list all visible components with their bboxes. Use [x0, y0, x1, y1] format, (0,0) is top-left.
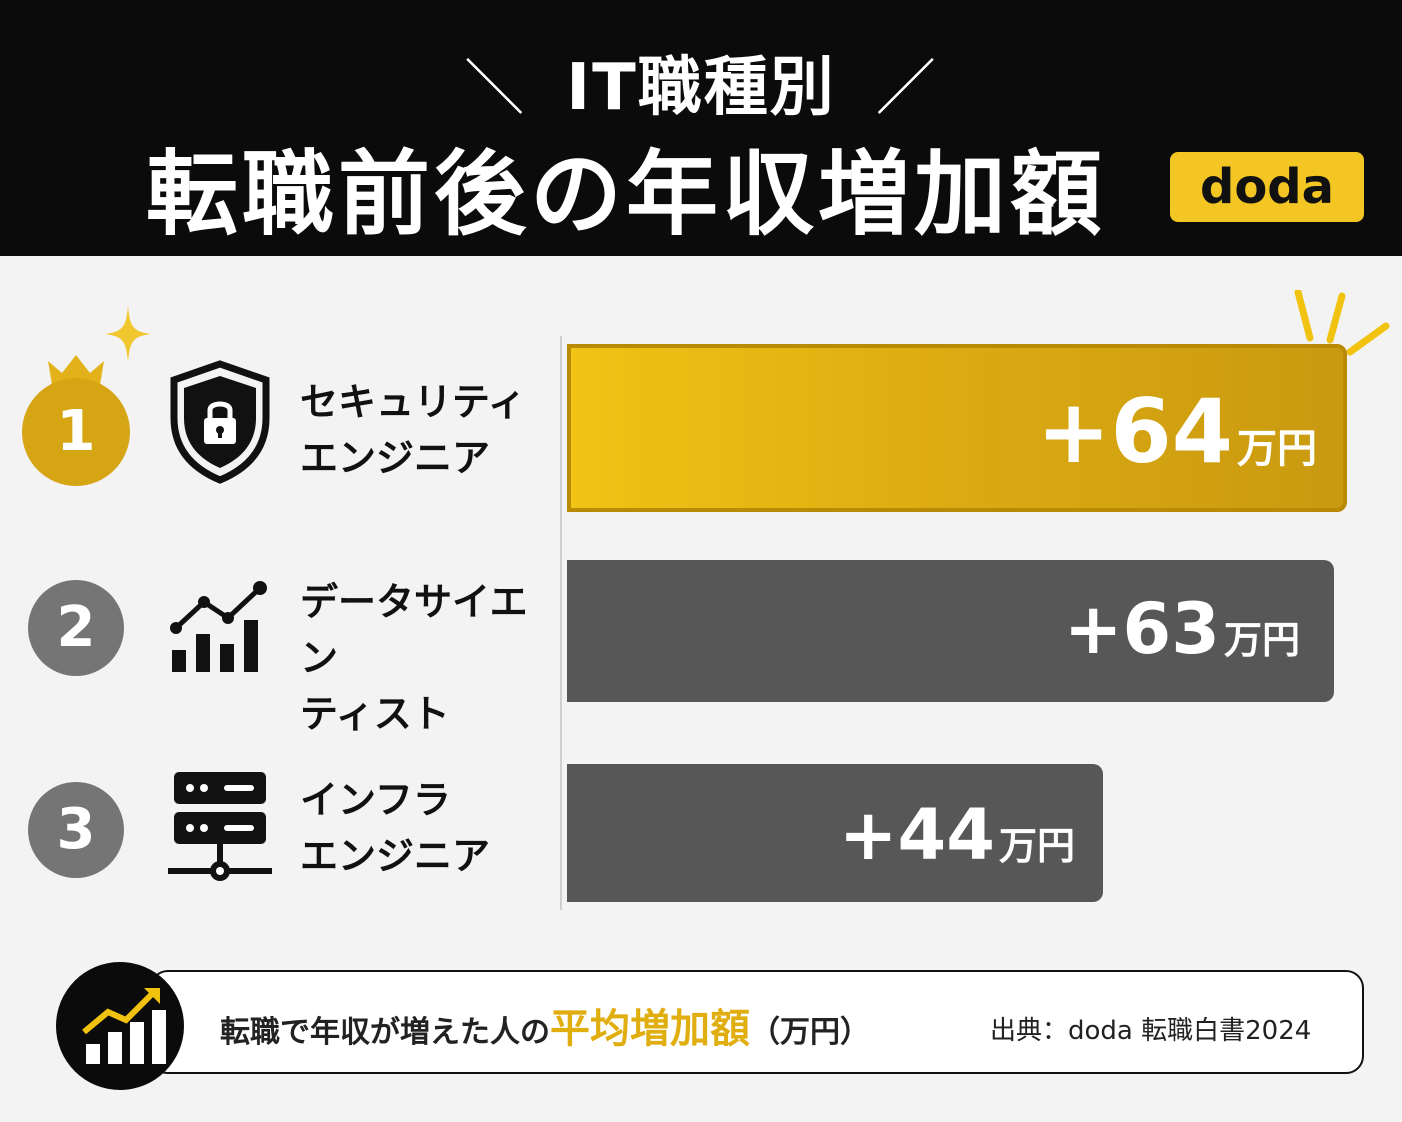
chart-subtitle: ＼ IT職種別／ [464, 51, 938, 125]
bar-value-label-1: +64 万円 [1036, 380, 1317, 483]
slash-right-decoration: ／ [875, 54, 938, 124]
rising-chart-icon [82, 988, 166, 1064]
footer-note-box [150, 970, 1364, 1074]
footer-caption: 転職で年収が増えた人の平均増加額（万円） [220, 1006, 870, 1052]
slash-left-decoration: ＼ [464, 54, 527, 124]
bar-axis-line [560, 336, 562, 910]
rank-badge-1: 1 [22, 378, 130, 486]
chart-growth-icon [170, 581, 267, 672]
bar-2: +63 万円 [567, 560, 1334, 702]
source-citation: 出典：doda 転職白書2024 [990, 1016, 1312, 1046]
shield-lock-icon [170, 360, 270, 484]
bar-value-label-3: +44 万円 [838, 794, 1075, 876]
rank-badge-3: 3 [28, 782, 124, 878]
category-label-2: データサイエン ティスト [300, 580, 528, 736]
sparkle-icon [104, 306, 152, 362]
server-icon [168, 772, 272, 881]
rank-badge-2: 2 [28, 580, 124, 676]
bar-1: +64 万円 [567, 344, 1347, 512]
chart-title: 転職前後の年収増加額 [145, 141, 1106, 248]
category-label-1: セキュリティ エンジニア [300, 380, 526, 480]
bar-value-label-2: +63 万円 [1063, 588, 1300, 670]
header-banner: ＼ IT職種別／ 転職前後の年収増加額 doda [0, 0, 1402, 256]
category-label-3: インフラ エンジニア [300, 778, 491, 878]
footer-icon-circle [56, 962, 184, 1090]
doda-badge: doda [1170, 152, 1364, 222]
bar-3: +44 万円 [567, 764, 1103, 902]
burst-lines-icon [1294, 290, 1390, 356]
